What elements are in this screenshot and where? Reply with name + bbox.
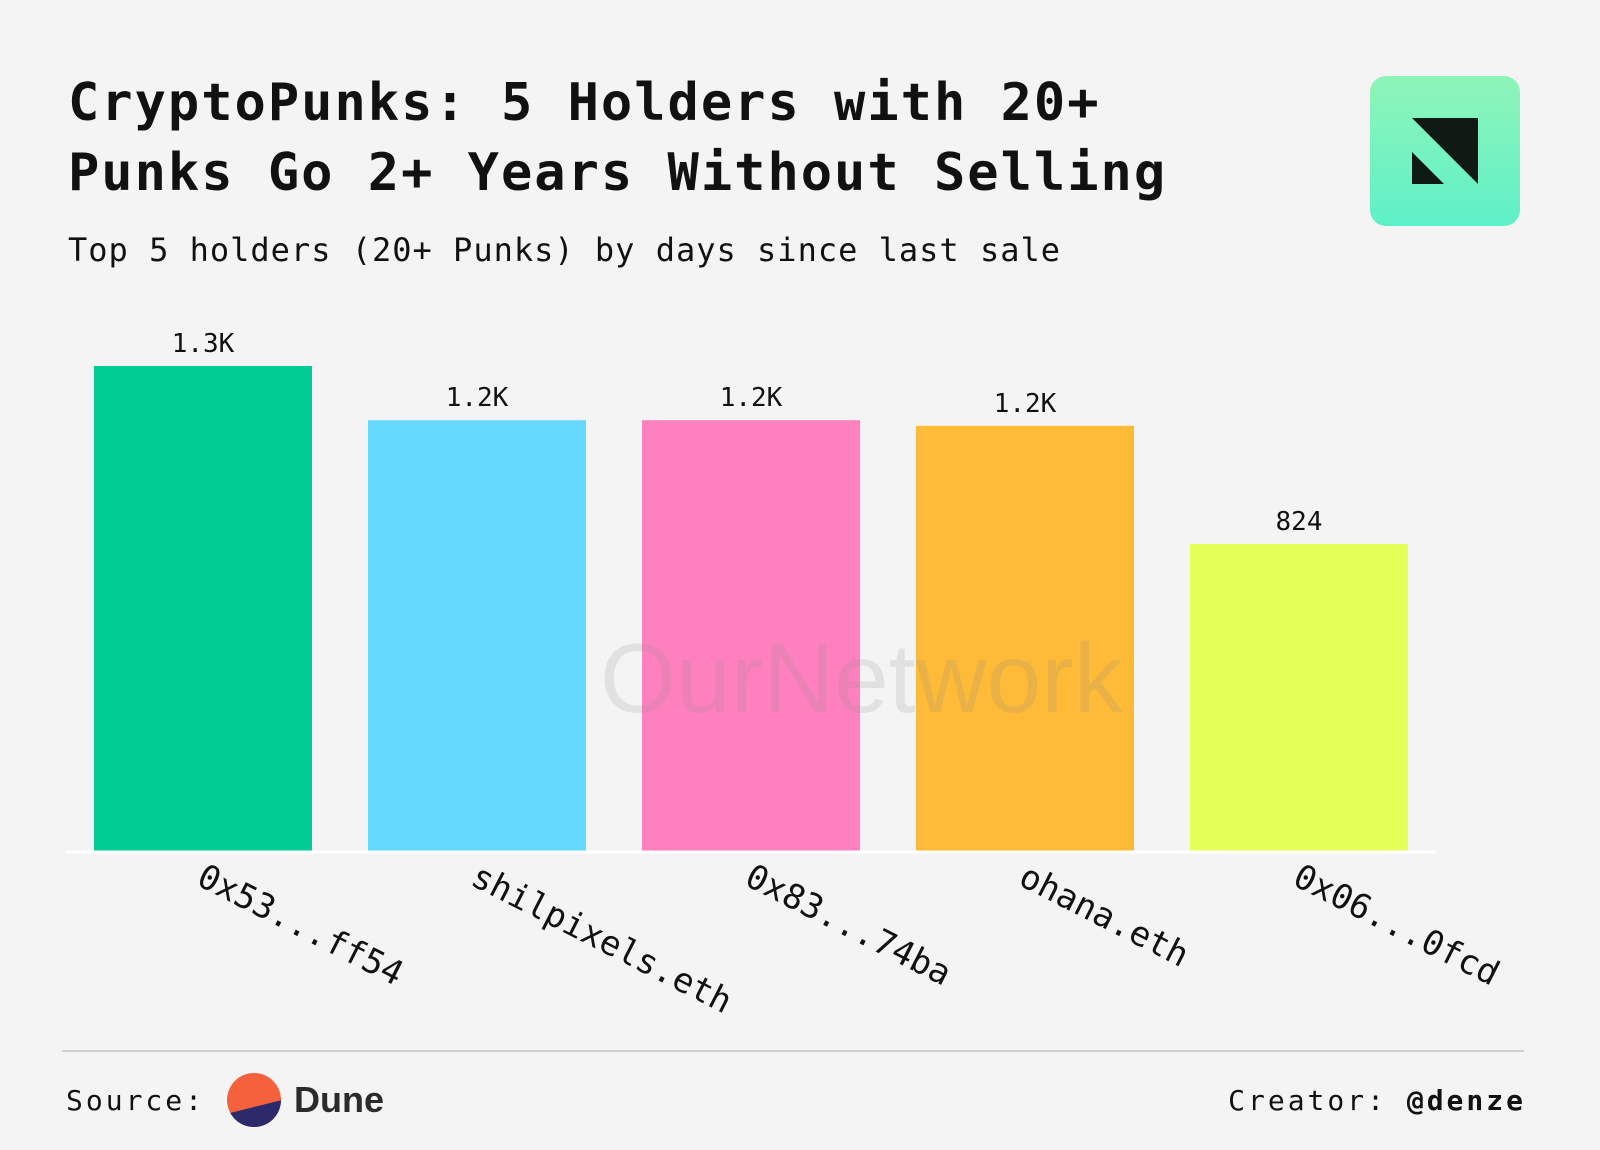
bar-2[interactable] — [368, 420, 586, 852]
x-tick-label-4: ohana.eth — [1013, 856, 1195, 975]
dune-logo-icon — [227, 1073, 281, 1127]
bar-3[interactable] — [642, 420, 860, 852]
bar-chart: OurNetwork 1.3K 1.2K 1.2K 1.2K 824 0x53...ff… — [66, 329, 1506, 1022]
chart-title: CryptoPunks: 5 Holders with 20+ Punks Go… — [68, 73, 1168, 203]
data-label-4: 1.2K — [994, 389, 1057, 419]
data-label-2: 1.2K — [446, 383, 509, 413]
x-tick-label-2: shilpixels.eth — [465, 856, 739, 1022]
data-label-1: 1.3K — [172, 329, 235, 359]
ournetwork-logo-icon — [1412, 118, 1478, 184]
source-label: Source: — [66, 1084, 206, 1117]
x-tick-label-1: 0x53...ff54 — [191, 856, 410, 994]
chart-subtitle: Top 5 holders (20+ Punks) by days since … — [68, 231, 1062, 269]
footer-divider — [62, 1050, 1524, 1052]
creator-label: Creator: — [1228, 1084, 1387, 1117]
data-label-3: 1.2K — [720, 383, 783, 413]
x-tick-label-5: 0x06...0fcd — [1287, 856, 1506, 994]
x-tick-label-3: 0x83...74ba — [739, 856, 958, 994]
data-label-5: 824 — [1276, 507, 1323, 537]
watermark-text: OurNetwork — [600, 623, 1124, 733]
creator-credit: Creator: @denze — [1228, 1084, 1526, 1118]
creator-handle[interactable]: @denze — [1406, 1084, 1526, 1117]
bar-4[interactable] — [916, 425, 1134, 852]
bar-1[interactable] — [94, 366, 312, 852]
source-name[interactable]: Dune — [294, 1079, 384, 1120]
bar-5[interactable] — [1190, 543, 1408, 852]
ournetwork-logo — [1370, 76, 1520, 226]
